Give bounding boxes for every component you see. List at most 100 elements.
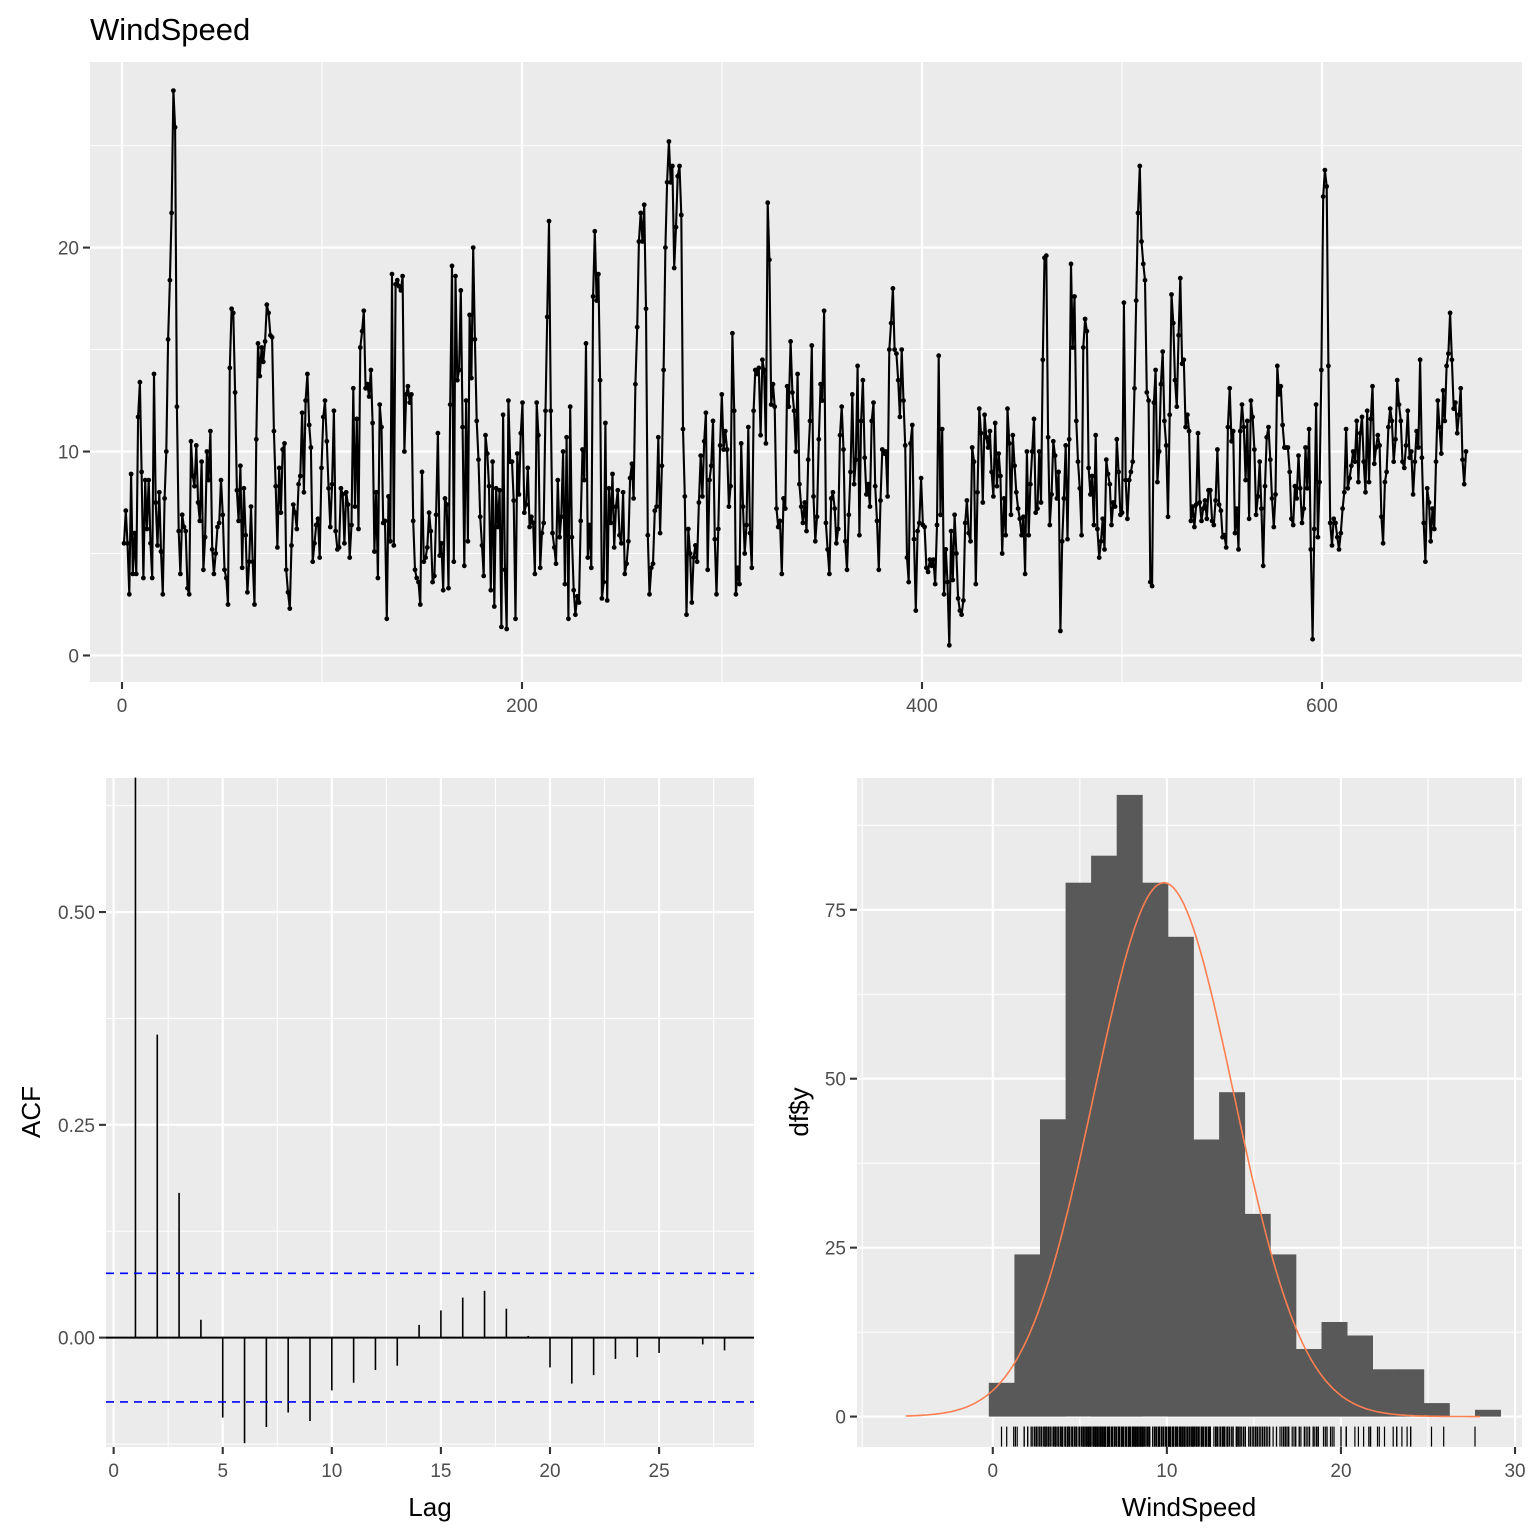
timeseries-point — [158, 549, 164, 554]
timeseries-point — [1162, 418, 1167, 424]
timeseries-point — [1079, 532, 1084, 538]
timeseries-point — [678, 212, 684, 218]
timeseries-point — [1012, 463, 1017, 469]
timeseries-point — [722, 428, 728, 434]
timeseries-point — [1433, 459, 1439, 465]
timeseries-point — [1363, 489, 1368, 495]
timeseries-point — [1398, 418, 1404, 424]
timeseries-point — [230, 310, 236, 316]
timeseries-point — [885, 494, 890, 499]
timeseries-point — [925, 569, 931, 575]
timeseries-point — [1105, 471, 1111, 477]
timeseries-y-tick-label-0: 0 — [68, 646, 79, 667]
timeseries-point — [1130, 459, 1136, 465]
timeseries-point — [1255, 494, 1261, 499]
timeseries-point — [763, 441, 769, 446]
acf-x-tick-label-1: 5 — [217, 1461, 228, 1482]
timeseries-point — [687, 551, 693, 556]
timeseries-point — [752, 367, 758, 373]
timeseries-point — [213, 551, 219, 556]
timeseries-point — [209, 547, 215, 552]
histogram-panel: 0 10 20 30 0 25 50 75 WindSpeed df$y — [784, 778, 1526, 1522]
timeseries-point — [867, 504, 873, 509]
timeseries-point — [463, 398, 469, 403]
timeseries-point — [296, 481, 301, 487]
timeseries-point — [567, 404, 573, 410]
timeseries-point — [509, 459, 515, 465]
timeseries-point — [869, 418, 875, 424]
timeseries-point — [1190, 504, 1196, 509]
timeseries-point — [1266, 424, 1271, 430]
timeseries-point — [474, 418, 480, 424]
timeseries-point — [1357, 430, 1363, 436]
timeseries-point — [719, 392, 725, 397]
timeseries-plot-area — [90, 62, 1522, 682]
timeseries-point — [1396, 402, 1402, 407]
timeseries-point — [955, 596, 961, 601]
timeseries-point — [735, 565, 741, 571]
timeseries-point — [1021, 514, 1026, 520]
timeseries-point — [1430, 506, 1435, 511]
timeseries-point — [139, 469, 145, 475]
timeseries-point — [816, 436, 822, 442]
timeseries-point — [222, 567, 227, 573]
acf-y-tick-label-1: 0.25 — [58, 1116, 95, 1137]
timeseries-point — [1177, 275, 1183, 281]
timeseries-point — [1315, 534, 1321, 540]
timeseries-point — [999, 551, 1005, 556]
timeseries-point — [155, 543, 160, 548]
timeseries-point — [680, 426, 686, 432]
timeseries-point — [1280, 422, 1285, 428]
timeseries-point — [1133, 298, 1139, 303]
timeseries-point — [1195, 430, 1201, 436]
timeseries-point — [992, 420, 998, 426]
timeseries-point — [1331, 516, 1337, 522]
timeseries-point — [275, 545, 280, 550]
timeseries-point — [428, 528, 434, 534]
timeseries-point — [1285, 445, 1291, 450]
timeseries-point — [770, 381, 776, 387]
timeseries-point — [1109, 522, 1114, 528]
timeseries-point — [1319, 367, 1324, 373]
timeseries-point — [1165, 514, 1171, 520]
timeseries-point — [961, 598, 966, 603]
timeseries-point — [1096, 555, 1102, 560]
timeseries-point — [1338, 530, 1344, 536]
timeseries-point — [361, 308, 367, 314]
timeseries-point — [340, 492, 346, 497]
timeseries-point — [849, 392, 855, 397]
timeseries-point — [772, 404, 778, 410]
timeseries-point — [685, 526, 691, 532]
timeseries-point — [1333, 520, 1338, 526]
timeseries-point — [777, 518, 783, 524]
timeseries-point — [156, 489, 162, 495]
timeseries-point — [1054, 496, 1060, 501]
acf-axes: 0 5 10 15 20 25 0.00 0.25 0.50 — [58, 903, 670, 1482]
timeseries-point — [645, 532, 651, 538]
acf-x-tick-label-5: 25 — [649, 1461, 670, 1482]
acf-x-tick-label-2: 10 — [321, 1461, 342, 1482]
timeseries-point — [1232, 530, 1238, 536]
timeseries-point — [414, 575, 420, 581]
timeseries-point — [846, 512, 852, 518]
timeseries-point — [629, 461, 635, 467]
timeseries-point — [303, 398, 308, 403]
timeseries-point — [456, 367, 462, 373]
timeseries-point — [818, 381, 823, 387]
timeseries-point — [904, 555, 910, 560]
timeseries-point — [199, 459, 205, 465]
timeseries-point — [795, 371, 800, 377]
timeseries-point — [236, 518, 242, 524]
timeseries-point — [1349, 463, 1354, 469]
timeseries-point — [1438, 451, 1444, 456]
timeseries-point — [350, 385, 356, 391]
timeseries-point — [1294, 496, 1300, 501]
timeseries-point — [211, 571, 217, 577]
timeseries-point — [1176, 332, 1181, 338]
timeseries-point — [1304, 485, 1310, 491]
timeseries-point — [1149, 583, 1155, 589]
timeseries-point — [262, 339, 268, 344]
timeseries-point — [1463, 449, 1469, 454]
acf-grid — [106, 778, 754, 1447]
timeseries-point — [830, 489, 836, 495]
